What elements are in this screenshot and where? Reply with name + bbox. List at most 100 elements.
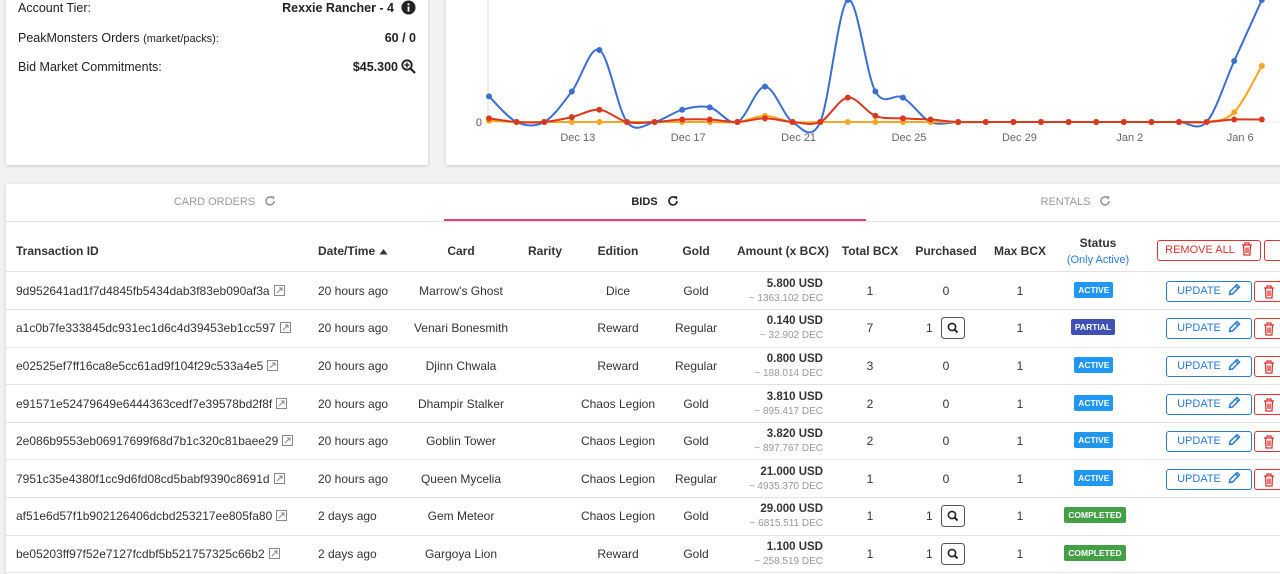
external-link-icon[interactable] <box>267 360 279 371</box>
refresh-arrow <box>673 196 678 200</box>
point <box>568 114 575 121</box>
link-box <box>276 397 288 409</box>
external-link-icon[interactable] <box>282 435 294 447</box>
cell-max: 1 <box>1016 283 1024 298</box>
header-text: Max BCX <box>993 244 1046 258</box>
external-link-icon[interactable] <box>273 284 285 296</box>
info-icon[interactable] <box>401 0 416 15</box>
purchase-search-button[interactable] <box>941 505 965 528</box>
delete-button[interactable] <box>1254 468 1280 490</box>
cell-gold: Gold <box>683 547 709 561</box>
external-link-icon[interactable] <box>276 397 288 409</box>
cell-gold: Gold <box>683 396 709 411</box>
point <box>596 119 603 125</box>
remove-all-button[interactable]: REMOVE ALL <box>1157 240 1261 261</box>
button-label: UPDATE <box>1177 322 1221 335</box>
external-link-icon[interactable] <box>279 322 291 334</box>
update-button[interactable]: UPDATE <box>1166 468 1252 490</box>
link-box <box>268 548 280 559</box>
tab[interactable]: RENTALS <box>866 184 1280 221</box>
y-tick-label: 0 <box>476 117 482 129</box>
zoom-icon[interactable] <box>401 59 416 74</box>
update-button[interactable]: UPDATE <box>1166 393 1252 415</box>
amount-dec: ~ 1363.102 DEC <box>748 292 823 304</box>
trash-icon <box>1264 360 1274 374</box>
header-text: Gold <box>682 244 710 258</box>
cell-id: a1c0b7fe333845dc931ec1d6c4d39453eb1cc597 <box>16 321 291 335</box>
cell-purchased: 0 <box>942 396 950 411</box>
cell-purchased: 0 <box>942 359 950 373</box>
header-text: Transaction ID <box>16 244 99 258</box>
delete-button[interactable] <box>1254 393 1280 415</box>
refresh-arrow <box>1106 196 1110 200</box>
link-box <box>282 435 294 447</box>
cell-card: Gem Meteor <box>427 509 495 524</box>
row-divider <box>6 309 1280 310</box>
pencil-icon <box>1228 283 1241 296</box>
cell-id: be05203ff97f52e7127fcdbf5b521757325c66b2 <box>16 547 280 561</box>
external-link-icon[interactable] <box>268 548 280 559</box>
refresh-icon <box>667 196 678 206</box>
header-text: Edition <box>597 244 639 258</box>
tab[interactable]: CARD ORDERS <box>6 184 444 221</box>
delete-button[interactable] <box>1254 280 1280 302</box>
cell-edition: Chaos Legion <box>580 471 656 486</box>
amount-usd: 0.140 USD <box>766 315 823 328</box>
tab[interactable]: BIDS <box>444 184 866 221</box>
row-divider <box>6 346 1280 348</box>
link-arrow <box>278 400 285 406</box>
column-header: Total BCX <box>770 244 970 258</box>
delete-button[interactable] <box>1254 431 1280 453</box>
more-button[interactable] <box>1264 240 1280 261</box>
link-arrow <box>269 362 276 369</box>
cell-max: 1 <box>1016 471 1024 486</box>
cell-total: 1 <box>866 509 874 524</box>
cell-total: 7 <box>866 321 874 336</box>
cell-gold: Regular <box>674 471 718 486</box>
trash-shape <box>1241 242 1252 256</box>
header-text: Total BCX <box>841 244 899 258</box>
header-text: Card <box>447 244 475 258</box>
trash-shape <box>1264 360 1274 374</box>
x-tick-label: Dec 25 <box>892 132 927 144</box>
trash-shape <box>1264 397 1274 412</box>
orders-card: CARD ORDERS BIDS RENTALS Transaction ID Dat… <box>6 184 1280 574</box>
update-button[interactable]: UPDATE <box>1166 431 1252 453</box>
cell-max: 1 <box>1016 509 1024 524</box>
refresh-icon <box>1100 196 1111 206</box>
cell-edition: Chaos Legion <box>580 396 656 411</box>
purchase-search-button[interactable] <box>941 543 965 565</box>
trash-shape <box>1264 473 1274 487</box>
cell-time: 2 days ago <box>318 547 377 561</box>
delete-button[interactable] <box>1254 318 1280 340</box>
trash-shape <box>1264 435 1274 449</box>
link-arrow <box>271 550 278 557</box>
amount-dec: ~ 895.417 DEC <box>754 405 823 417</box>
external-link-icon[interactable] <box>276 510 288 522</box>
update-button[interactable]: UPDATE <box>1166 280 1252 302</box>
point <box>955 119 962 125</box>
amount-usd: 21.000 USD <box>760 465 823 478</box>
point <box>541 119 548 125</box>
column-header: Gold <box>596 244 796 258</box>
cell-gold: Gold <box>683 283 709 298</box>
cell-max: 1 <box>1016 547 1024 561</box>
point <box>734 119 741 125</box>
external-link-icon[interactable] <box>273 472 285 484</box>
point <box>1203 119 1210 125</box>
cell-time: 20 hours ago <box>318 321 389 336</box>
trash-icon <box>1264 322 1274 337</box>
status-badge: COMPLETED <box>1064 507 1126 524</box>
cell-card: Marrow's Ghost <box>419 283 503 298</box>
point <box>706 104 713 111</box>
amount-usd: 0.800 USD <box>766 353 823 365</box>
trash-shape <box>1264 285 1274 299</box>
cell-time: 20 hours ago <box>318 434 389 449</box>
purchase-search-button[interactable] <box>941 317 965 340</box>
delete-button[interactable] <box>1254 356 1280 377</box>
refresh-arc <box>667 196 678 206</box>
update-button[interactable]: UPDATE <box>1166 318 1252 340</box>
point <box>1231 109 1238 116</box>
update-button[interactable]: UPDATE <box>1166 356 1252 377</box>
